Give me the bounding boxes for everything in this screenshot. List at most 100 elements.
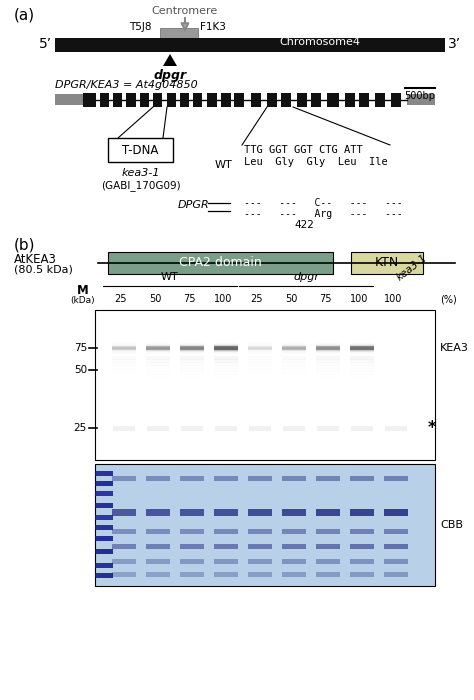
Text: WT: WT <box>215 160 233 170</box>
Bar <box>146 371 170 375</box>
Bar <box>350 348 374 350</box>
Bar <box>214 362 238 366</box>
Bar <box>146 344 170 346</box>
Bar <box>146 352 170 354</box>
Bar <box>350 344 374 346</box>
Bar <box>350 349 374 351</box>
Bar <box>282 344 306 346</box>
Bar <box>350 347 374 349</box>
Bar <box>146 346 170 348</box>
Bar <box>180 362 204 366</box>
Bar <box>180 371 204 375</box>
Bar <box>214 559 238 564</box>
Bar <box>384 559 408 564</box>
Bar <box>282 346 306 348</box>
Bar <box>350 349 374 351</box>
Bar <box>350 351 374 353</box>
Bar <box>350 371 374 375</box>
Bar <box>214 343 238 345</box>
Bar <box>214 344 238 346</box>
Bar <box>282 349 306 351</box>
Bar <box>180 356 204 360</box>
Bar <box>282 544 306 549</box>
Text: 100: 100 <box>350 294 368 304</box>
Bar <box>350 559 374 564</box>
Bar <box>214 351 238 353</box>
Bar <box>112 362 136 366</box>
Bar <box>282 349 306 351</box>
Bar <box>214 344 238 346</box>
Bar <box>180 347 204 349</box>
Bar <box>316 349 340 351</box>
Text: 50: 50 <box>149 294 161 304</box>
Bar <box>180 349 204 351</box>
Bar <box>248 544 272 549</box>
Bar <box>350 348 374 350</box>
Bar <box>316 346 340 348</box>
Bar <box>180 344 204 346</box>
Text: WT: WT <box>161 272 179 282</box>
Bar <box>350 351 374 353</box>
Bar <box>350 342 374 344</box>
Bar <box>267 93 277 107</box>
Bar <box>316 348 340 350</box>
Bar <box>375 93 385 107</box>
Bar <box>112 344 136 346</box>
Bar <box>146 368 170 372</box>
Bar <box>146 529 170 534</box>
Bar <box>248 343 272 345</box>
Bar <box>180 342 204 344</box>
Bar <box>248 344 272 346</box>
Bar <box>146 347 170 349</box>
Bar <box>248 342 272 344</box>
Bar <box>146 362 170 366</box>
Bar <box>214 348 238 350</box>
Text: dpgr: dpgr <box>154 69 187 82</box>
Bar <box>351 426 373 431</box>
Bar <box>214 349 238 351</box>
Bar <box>112 344 136 346</box>
Bar <box>100 93 109 107</box>
Bar <box>146 347 170 349</box>
Bar <box>316 347 340 349</box>
Bar <box>316 345 340 347</box>
Bar <box>112 345 136 347</box>
Bar <box>282 350 306 352</box>
Bar <box>248 344 272 346</box>
Bar <box>112 371 136 375</box>
Bar <box>146 342 170 344</box>
Bar <box>214 349 238 351</box>
Bar <box>350 356 374 360</box>
Text: (a): (a) <box>14 8 35 23</box>
Bar <box>350 346 374 348</box>
Bar <box>146 348 170 350</box>
Bar <box>214 346 238 348</box>
Bar <box>282 344 306 346</box>
Bar <box>214 365 238 369</box>
Text: 25: 25 <box>74 423 87 433</box>
Bar <box>146 544 170 549</box>
Bar <box>95 515 113 520</box>
Bar <box>316 349 340 351</box>
Bar <box>248 345 272 347</box>
Bar <box>316 343 340 345</box>
Bar <box>180 344 204 346</box>
Bar <box>180 346 204 348</box>
Bar <box>146 351 170 354</box>
Bar <box>282 342 306 344</box>
Bar <box>112 346 136 349</box>
Bar <box>153 93 162 107</box>
Bar <box>112 342 136 344</box>
Bar <box>95 573 113 578</box>
Bar <box>297 93 307 107</box>
Bar <box>180 374 204 378</box>
Bar <box>95 503 113 508</box>
Bar <box>350 351 374 354</box>
Text: 75: 75 <box>74 343 87 353</box>
Bar <box>214 347 238 349</box>
Bar <box>146 345 170 347</box>
Bar <box>180 365 204 369</box>
Bar <box>282 348 306 350</box>
Bar <box>282 359 306 363</box>
Bar <box>214 342 238 344</box>
